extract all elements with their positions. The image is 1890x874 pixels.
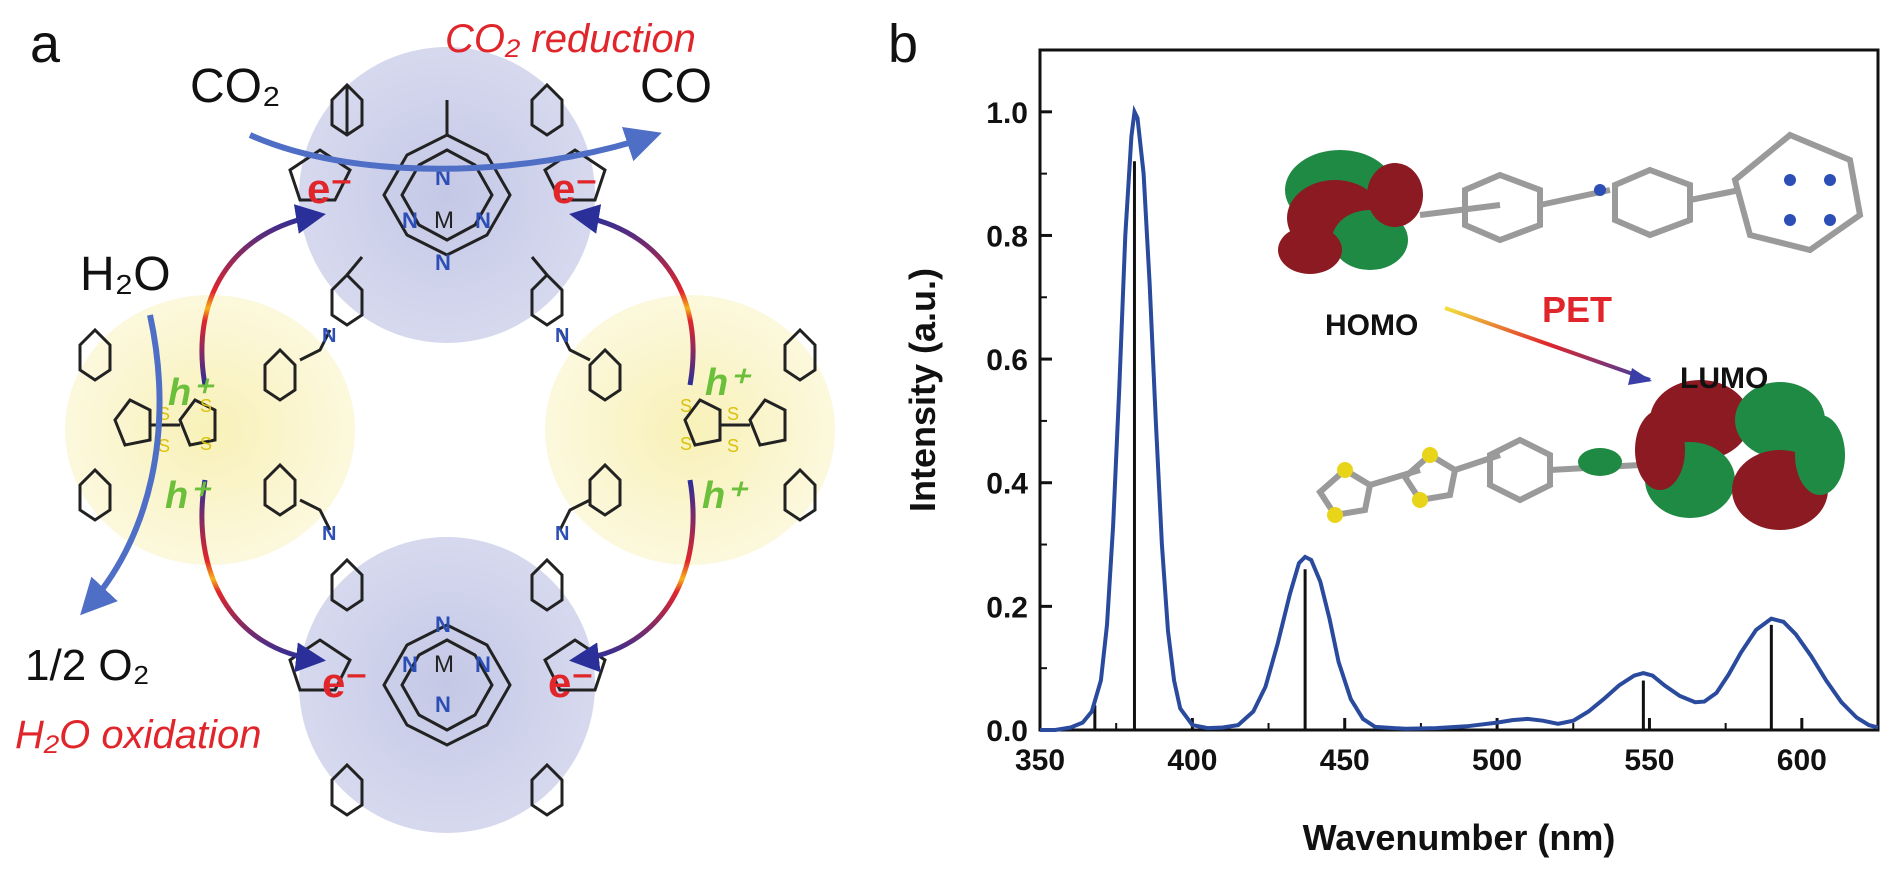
x-tick-label: 600 bbox=[1777, 744, 1827, 777]
y-axis: 0.0 0.2 0.4 0.6 0.8 1.0 bbox=[986, 49, 1052, 748]
y-tick-label: 0.2 bbox=[986, 591, 1028, 624]
electron-transfer-arc-top-left bbox=[199, 204, 326, 386]
transition-sticks bbox=[1093, 161, 1773, 730]
nitrogen-atom: N bbox=[435, 250, 451, 275]
homo-lobes bbox=[1278, 150, 1423, 274]
y-tick-label: 0.0 bbox=[986, 715, 1028, 748]
panel-b-spectrum: b 0.00.20.40.60.81.0 350 400 450 500 550 600 … bbox=[888, 14, 1880, 858]
lumo-orbital-illustration bbox=[1316, 380, 1845, 530]
x-axis-title: Wavenumber (nm) bbox=[1303, 817, 1616, 858]
nitrogen-atom: N bbox=[402, 208, 418, 233]
hole-label: h⁺ bbox=[702, 475, 749, 517]
x-axis: 350 400 450 500 550 600 bbox=[1015, 718, 1827, 777]
y-axis-title: Intensity (a.u.) bbox=[902, 268, 943, 512]
nitrogen-atom: N bbox=[322, 325, 336, 347]
hole-label: h⁺ bbox=[165, 475, 212, 517]
nitrogen-atom: N bbox=[475, 208, 491, 233]
hole-label: h⁺ bbox=[705, 362, 752, 404]
panel-a-scheme: a N N N N M bbox=[15, 14, 835, 833]
electron-transfer-arc-top-right bbox=[569, 204, 696, 386]
porphyrin-top-background bbox=[299, 47, 595, 343]
nitrogen-atom: N bbox=[475, 652, 491, 677]
pet-arrowhead-icon bbox=[1628, 368, 1652, 385]
co2-label: CO₂ bbox=[190, 60, 281, 113]
homo-label: HOMO bbox=[1325, 309, 1418, 342]
nitrogen-atom: N bbox=[322, 523, 336, 545]
x-tick-label: 500 bbox=[1472, 744, 1522, 777]
lumo-backbone bbox=[1316, 436, 1641, 519]
homo-backbone bbox=[1419, 131, 1864, 254]
panel-b-letter: b bbox=[888, 14, 918, 74]
ttf-left-molecule bbox=[78, 327, 297, 522]
hole-label: h⁺ bbox=[168, 372, 215, 414]
electron-transfer-arc-bottom-right bbox=[569, 479, 696, 673]
x-tick-label: 450 bbox=[1320, 744, 1370, 777]
sulfur-atom: S bbox=[200, 396, 212, 416]
sulfur-atom: S bbox=[158, 436, 170, 456]
half-o2-label: 1/2 O₂ bbox=[25, 641, 150, 690]
lumo-label: LUMO bbox=[1680, 362, 1768, 395]
electron-label: e⁻ bbox=[307, 165, 353, 212]
co-label: CO bbox=[640, 60, 712, 113]
y-tick-label: 0.6 bbox=[986, 344, 1028, 377]
ttf-left-background bbox=[65, 295, 355, 565]
porphyrin-bottom-core: N N N N M bbox=[402, 612, 491, 717]
plot-frame bbox=[1038, 48, 1880, 732]
nitrogen-atom: N bbox=[555, 325, 569, 347]
homo-orbital-illustration bbox=[1278, 131, 1864, 274]
sulfur-atom: S bbox=[200, 434, 212, 454]
sulfur-atom: S bbox=[727, 404, 739, 424]
y-tick-label: 1.0 bbox=[986, 97, 1028, 130]
panel-a-letter: a bbox=[30, 14, 61, 74]
nitrogen-atom: N bbox=[435, 692, 451, 717]
nitrogen-atom: N bbox=[555, 523, 569, 545]
electron-transfer-arc-bottom-left bbox=[199, 479, 326, 673]
metal-atom: M bbox=[434, 651, 454, 678]
ttf-right-molecule bbox=[588, 327, 817, 522]
nitrogen-atom: N bbox=[435, 612, 451, 637]
electron-label: e⁻ bbox=[548, 659, 594, 706]
electron-label: e⁻ bbox=[322, 659, 368, 706]
metal-atom: M bbox=[434, 207, 454, 234]
h2o-oxidation-arrow bbox=[80, 314, 163, 616]
porphyrin-bottom-molecule bbox=[288, 557, 607, 817]
x-tick-label: 350 bbox=[1015, 744, 1065, 777]
y-tick-label: 0.4 bbox=[986, 468, 1028, 501]
imine-nitrogens: N N N N bbox=[322, 325, 569, 545]
y-tick-label: 0.8 bbox=[986, 220, 1028, 253]
co2-reduction-arrow bbox=[248, 127, 662, 172]
x-tick-label: 400 bbox=[1167, 744, 1217, 777]
pet-label: PET bbox=[1542, 289, 1612, 330]
ttf-right-sulfur: S S S S bbox=[680, 396, 739, 456]
electron-label: e⁻ bbox=[552, 165, 598, 212]
sulfur-atom: S bbox=[680, 396, 692, 416]
nitrogen-atom: N bbox=[402, 652, 418, 677]
lumo-lobes bbox=[1578, 380, 1845, 530]
h2o-oxidation-label: H₂O oxidation bbox=[15, 713, 261, 757]
porphyrin-bottom-background bbox=[299, 537, 595, 833]
sulfur-atom: S bbox=[727, 436, 739, 456]
co2-reduction-label: CO₂ reduction bbox=[445, 17, 696, 61]
imine-linkers bbox=[299, 329, 591, 531]
x-tick-label: 550 bbox=[1624, 744, 1674, 777]
absorption-spectrum-line bbox=[1040, 104, 1879, 732]
sulfur-atom: S bbox=[680, 434, 692, 454]
homo-nitrogens bbox=[1594, 174, 1836, 226]
pet-arrow bbox=[1444, 306, 1651, 382]
lumo-sulfur bbox=[1327, 447, 1438, 523]
h2o-label: H₂O bbox=[80, 248, 171, 301]
